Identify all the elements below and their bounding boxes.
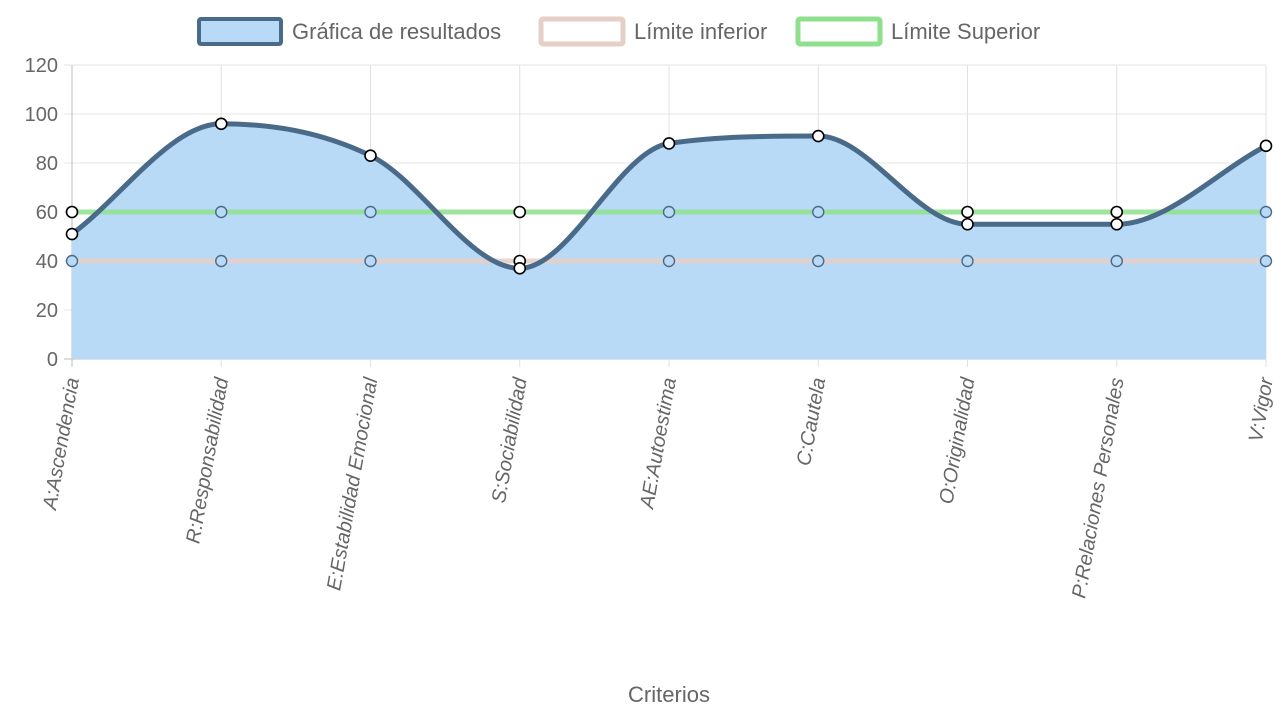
series-0-point (214, 117, 228, 131)
x-tick-label: S:Sociabilidad (488, 375, 532, 505)
series-1-point (662, 254, 676, 268)
x-tick-label: AE:Autoestima (636, 376, 681, 511)
series-0-point (65, 227, 79, 241)
plot-area (65, 117, 1273, 359)
series-2-point (662, 205, 676, 219)
series-2-point (812, 205, 825, 219)
x-axis-title: Criterios (628, 682, 710, 707)
legend-label-series-2[interactable]: Límite Superior (891, 19, 1040, 44)
x-tick-label: C:Cautela (793, 376, 830, 467)
series-2-point (1259, 205, 1273, 219)
series-2-point (1110, 205, 1124, 219)
y-tick-label: 20 (36, 300, 58, 322)
series-1-point (961, 254, 974, 268)
series-0-line (70, 121, 1268, 271)
series-2-point (215, 205, 228, 219)
series-0-point (811, 129, 825, 143)
x-axis: A:Ascendencia R:Responsabilidad E:Estabili… (39, 375, 1274, 600)
legend: Gráfica de resultados Límite inferior Lí… (197, 16, 1040, 47)
series-1-point (364, 254, 377, 268)
series-0-point (961, 217, 974, 231)
x-tick-label: E:Estabilidad Emocional (323, 376, 382, 593)
y-tick-label: 60 (36, 202, 58, 224)
x-tick-label: O:Originalidad (936, 375, 980, 506)
series-2-point (513, 205, 527, 219)
series-0-area (72, 123, 1266, 359)
series-0-point (1110, 217, 1124, 231)
series-1-point (1110, 254, 1123, 268)
y-tick-label: 120 (25, 55, 58, 77)
series-2-point (364, 205, 377, 219)
series-1-point (215, 254, 228, 268)
x-tick-label: R:Responsabilidad (182, 375, 233, 545)
x-tick-label: V:Vigor (1245, 375, 1274, 444)
series-1-point (65, 254, 79, 268)
x-tick-label: P:Relaciones Personales (1068, 376, 1128, 600)
legend-label-series-1[interactable]: Límite inferior (634, 19, 767, 44)
y-tick-label: 0 (47, 349, 58, 371)
x-tick-label: A:Ascendencia (39, 376, 84, 512)
y-tick-label: 40 (36, 251, 58, 273)
series-2-point (65, 205, 79, 219)
y-tick-label: 100 (25, 104, 58, 126)
series-0-point (662, 137, 676, 150)
y-tick-label: 80 (36, 153, 58, 175)
legend-swatch-series-2[interactable] (795, 16, 883, 47)
series-1-point (812, 254, 825, 268)
series-2-point (961, 205, 974, 219)
legend-swatch-series-0[interactable] (197, 17, 283, 46)
series-1-point (1259, 254, 1273, 268)
legend-swatch-series-1[interactable] (538, 16, 626, 47)
series-0-point (1259, 139, 1273, 153)
legend-label-series-0[interactable]: Gráfica de resultados (292, 19, 501, 44)
series-0-point (364, 149, 377, 162)
series-0-point (513, 262, 527, 275)
y-axis: 0 20 40 60 80 100 120 (25, 55, 58, 371)
